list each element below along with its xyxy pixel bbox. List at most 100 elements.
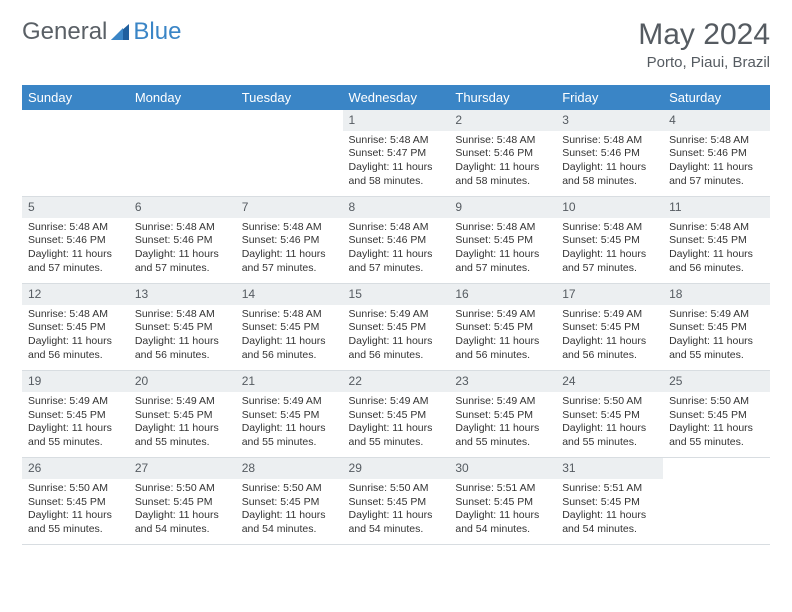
title-block: May 2024 Porto, Piaui, Brazil [638, 18, 770, 71]
daylight-text: Daylight: 11 hours and 55 minutes. [562, 422, 657, 449]
calendar-body: 1234Sunrise: 5:48 AMSunset: 5:47 PMDayli… [22, 110, 770, 545]
day-info-cell: Sunrise: 5:51 AMSunset: 5:45 PMDaylight:… [556, 479, 663, 545]
daylight-text: Daylight: 11 hours and 55 minutes. [669, 335, 764, 362]
day-number-cell: 10 [556, 197, 663, 218]
sunset-text: Sunset: 5:46 PM [242, 234, 337, 248]
sunset-text: Sunset: 5:46 PM [28, 234, 123, 248]
sunrise-text: Sunrise: 5:50 AM [135, 482, 230, 496]
sunrise-text: Sunrise: 5:48 AM [28, 308, 123, 322]
sunrise-text: Sunrise: 5:50 AM [28, 482, 123, 496]
day-number-cell [236, 110, 343, 131]
sunset-text: Sunset: 5:46 PM [349, 234, 444, 248]
day-info-cell: Sunrise: 5:48 AMSunset: 5:45 PMDaylight:… [22, 305, 129, 371]
day-info-cell: Sunrise: 5:49 AMSunset: 5:45 PMDaylight:… [236, 392, 343, 458]
day-info-row: Sunrise: 5:48 AMSunset: 5:46 PMDaylight:… [22, 218, 770, 284]
location-subtitle: Porto, Piaui, Brazil [638, 54, 770, 71]
day-number-cell: 21 [236, 371, 343, 392]
day-number-cell: 25 [663, 371, 770, 392]
sunset-text: Sunset: 5:45 PM [455, 321, 550, 335]
weekday-header: Friday [556, 85, 663, 110]
sunrise-text: Sunrise: 5:50 AM [562, 395, 657, 409]
sunset-text: Sunset: 5:45 PM [669, 234, 764, 248]
day-info-cell [22, 131, 129, 197]
month-title: May 2024 [638, 18, 770, 52]
sunset-text: Sunset: 5:45 PM [349, 496, 444, 510]
daylight-text: Daylight: 11 hours and 55 minutes. [135, 422, 230, 449]
sunset-text: Sunset: 5:45 PM [349, 321, 444, 335]
sunset-text: Sunset: 5:45 PM [242, 321, 337, 335]
sunrise-text: Sunrise: 5:50 AM [669, 395, 764, 409]
day-number-cell: 18 [663, 284, 770, 305]
sunset-text: Sunset: 5:45 PM [28, 321, 123, 335]
day-info-cell: Sunrise: 5:50 AMSunset: 5:45 PMDaylight:… [236, 479, 343, 545]
daylight-text: Daylight: 11 hours and 57 minutes. [562, 248, 657, 275]
day-number-cell: 26 [22, 458, 129, 479]
day-info-cell: Sunrise: 5:49 AMSunset: 5:45 PMDaylight:… [556, 305, 663, 371]
sunrise-text: Sunrise: 5:50 AM [349, 482, 444, 496]
sunset-text: Sunset: 5:46 PM [562, 147, 657, 161]
day-info-cell: Sunrise: 5:50 AMSunset: 5:45 PMDaylight:… [556, 392, 663, 458]
daylight-text: Daylight: 11 hours and 57 minutes. [455, 248, 550, 275]
sunrise-text: Sunrise: 5:49 AM [349, 308, 444, 322]
daylight-text: Daylight: 11 hours and 56 minutes. [28, 335, 123, 362]
day-info-cell: Sunrise: 5:50 AMSunset: 5:45 PMDaylight:… [343, 479, 450, 545]
daylight-text: Daylight: 11 hours and 57 minutes. [135, 248, 230, 275]
daylight-text: Daylight: 11 hours and 56 minutes. [135, 335, 230, 362]
day-info-cell: Sunrise: 5:50 AMSunset: 5:45 PMDaylight:… [129, 479, 236, 545]
day-info-cell [663, 479, 770, 545]
sunset-text: Sunset: 5:45 PM [669, 321, 764, 335]
daylight-text: Daylight: 11 hours and 58 minutes. [455, 161, 550, 188]
logo-sail-icon [109, 22, 131, 42]
brand-logo: General Blue [22, 18, 181, 46]
daylight-text: Daylight: 11 hours and 57 minutes. [349, 248, 444, 275]
calendar-page: General Blue May 2024 Porto, Piaui, Braz… [0, 0, 792, 563]
sunrise-text: Sunrise: 5:51 AM [455, 482, 550, 496]
sunrise-text: Sunrise: 5:48 AM [135, 308, 230, 322]
sunrise-text: Sunrise: 5:49 AM [455, 308, 550, 322]
sunset-text: Sunset: 5:45 PM [562, 409, 657, 423]
sunset-text: Sunset: 5:45 PM [28, 409, 123, 423]
weekday-header: Thursday [449, 85, 556, 110]
daylight-text: Daylight: 11 hours and 55 minutes. [28, 509, 123, 536]
sunset-text: Sunset: 5:45 PM [455, 234, 550, 248]
daylight-text: Daylight: 11 hours and 54 minutes. [242, 509, 337, 536]
sunset-text: Sunset: 5:46 PM [669, 147, 764, 161]
day-number-cell: 20 [129, 371, 236, 392]
day-info-cell: Sunrise: 5:49 AMSunset: 5:45 PMDaylight:… [22, 392, 129, 458]
day-number-cell: 19 [22, 371, 129, 392]
sunrise-text: Sunrise: 5:48 AM [455, 221, 550, 235]
sunrise-text: Sunrise: 5:49 AM [669, 308, 764, 322]
weekday-header: Sunday [22, 85, 129, 110]
sunset-text: Sunset: 5:45 PM [135, 409, 230, 423]
day-info-row: Sunrise: 5:48 AMSunset: 5:47 PMDaylight:… [22, 131, 770, 197]
weekday-header: Wednesday [343, 85, 450, 110]
daylight-text: Daylight: 11 hours and 56 minutes. [669, 248, 764, 275]
daylight-text: Daylight: 11 hours and 54 minutes. [562, 509, 657, 536]
day-number-cell: 13 [129, 284, 236, 305]
daylight-text: Daylight: 11 hours and 55 minutes. [349, 422, 444, 449]
sunset-text: Sunset: 5:46 PM [455, 147, 550, 161]
day-info-cell: Sunrise: 5:48 AMSunset: 5:45 PMDaylight:… [129, 305, 236, 371]
sunset-text: Sunset: 5:46 PM [135, 234, 230, 248]
sunrise-text: Sunrise: 5:49 AM [135, 395, 230, 409]
day-info-cell: Sunrise: 5:48 AMSunset: 5:47 PMDaylight:… [343, 131, 450, 197]
day-info-cell: Sunrise: 5:49 AMSunset: 5:45 PMDaylight:… [343, 392, 450, 458]
daylight-text: Daylight: 11 hours and 56 minutes. [562, 335, 657, 362]
day-info-cell: Sunrise: 5:48 AMSunset: 5:46 PMDaylight:… [236, 218, 343, 284]
daylight-text: Daylight: 11 hours and 58 minutes. [349, 161, 444, 188]
daylight-text: Daylight: 11 hours and 56 minutes. [455, 335, 550, 362]
weekday-header: Tuesday [236, 85, 343, 110]
day-info-cell: Sunrise: 5:48 AMSunset: 5:45 PMDaylight:… [236, 305, 343, 371]
sunrise-text: Sunrise: 5:49 AM [242, 395, 337, 409]
day-info-cell: Sunrise: 5:49 AMSunset: 5:45 PMDaylight:… [663, 305, 770, 371]
day-number-cell [129, 110, 236, 131]
sunrise-text: Sunrise: 5:48 AM [669, 134, 764, 148]
day-info-row: Sunrise: 5:50 AMSunset: 5:45 PMDaylight:… [22, 479, 770, 545]
sunset-text: Sunset: 5:45 PM [562, 496, 657, 510]
day-info-row: Sunrise: 5:48 AMSunset: 5:45 PMDaylight:… [22, 305, 770, 371]
daylight-text: Daylight: 11 hours and 54 minutes. [349, 509, 444, 536]
daynum-row: 1234 [22, 110, 770, 131]
sunrise-text: Sunrise: 5:48 AM [349, 134, 444, 148]
day-number-cell: 31 [556, 458, 663, 479]
sunset-text: Sunset: 5:45 PM [242, 409, 337, 423]
